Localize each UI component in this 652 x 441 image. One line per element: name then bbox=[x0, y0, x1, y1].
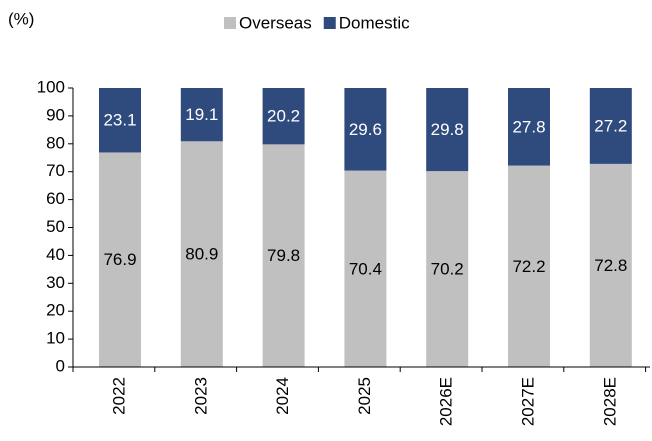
data-label: 29.6 bbox=[349, 120, 382, 139]
legend-swatch bbox=[224, 17, 236, 29]
y-tick-label: 0 bbox=[56, 356, 65, 375]
bar-segment bbox=[508, 88, 550, 166]
data-label: 20.2 bbox=[267, 107, 300, 126]
legend-label: Domestic bbox=[339, 13, 410, 32]
y-tick-label: 40 bbox=[46, 245, 65, 264]
data-label: 19.1 bbox=[185, 105, 218, 124]
data-label: 27.2 bbox=[594, 116, 627, 135]
data-label: 79.8 bbox=[267, 246, 300, 265]
bar-segment bbox=[589, 163, 632, 367]
y-tick-label: 60 bbox=[46, 189, 65, 208]
y-tick-label: 20 bbox=[46, 301, 65, 320]
y-tick-label: 50 bbox=[46, 217, 65, 236]
bar-segment bbox=[426, 171, 469, 367]
x-tick-label: 2025 bbox=[355, 377, 374, 415]
data-label: 27.8 bbox=[512, 117, 545, 136]
x-tick-label: 2027E bbox=[518, 377, 537, 426]
bar-segment bbox=[99, 152, 141, 367]
x-tick-label: 2028E bbox=[600, 377, 619, 426]
y-tick-label: 90 bbox=[46, 105, 65, 124]
bar-segment bbox=[99, 88, 141, 153]
data-label: 29.8 bbox=[431, 120, 464, 139]
x-tick-label: 2023 bbox=[191, 377, 210, 415]
bar-segment bbox=[426, 88, 469, 172]
bar-segment bbox=[180, 141, 223, 367]
data-label: 80.9 bbox=[185, 245, 218, 264]
legend-label: Overseas bbox=[239, 13, 312, 32]
bar-segment bbox=[344, 170, 387, 367]
x-tick-label: 2026E bbox=[437, 377, 456, 426]
y-tick-label: 100 bbox=[37, 77, 65, 96]
y-tick-label: 80 bbox=[46, 133, 65, 152]
data-label: 70.4 bbox=[349, 259, 382, 278]
x-tick-label: 2022 bbox=[109, 377, 128, 415]
data-label: 70.2 bbox=[431, 260, 464, 279]
x-tick-label: 2024 bbox=[273, 377, 292, 415]
data-label: 23.1 bbox=[103, 111, 136, 130]
bar-segment bbox=[262, 88, 305, 145]
bar-segment bbox=[508, 165, 550, 367]
data-label: 76.9 bbox=[103, 250, 136, 269]
y-tick-label: 30 bbox=[46, 273, 65, 292]
y-tick-label: 10 bbox=[46, 329, 65, 348]
unit-label: (%) bbox=[8, 9, 34, 28]
bar-segment bbox=[262, 144, 305, 367]
bar-segment bbox=[589, 88, 632, 164]
bar-segment bbox=[344, 88, 387, 171]
legend-swatch bbox=[323, 17, 336, 29]
data-label: 72.2 bbox=[512, 257, 545, 276]
data-label: 72.8 bbox=[594, 256, 627, 275]
bar-segment bbox=[180, 88, 223, 142]
y-tick-label: 70 bbox=[46, 161, 65, 180]
